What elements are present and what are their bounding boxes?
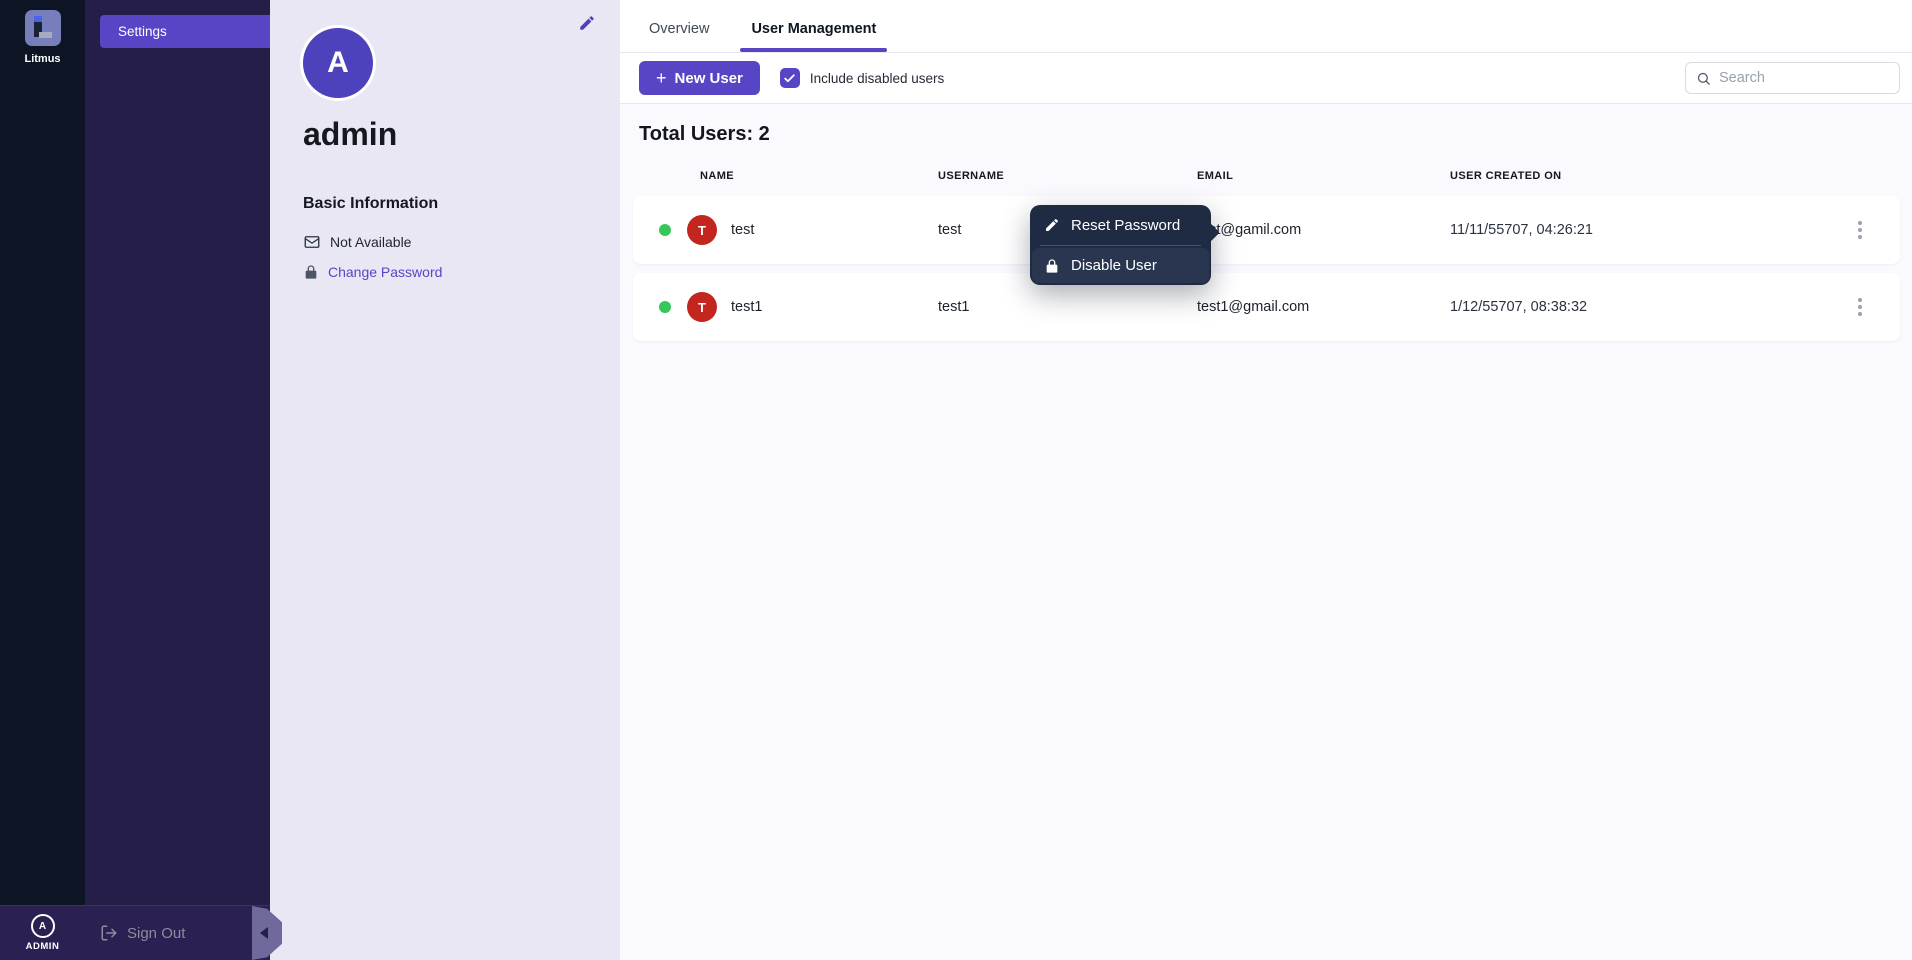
pencil-icon bbox=[580, 16, 594, 30]
user-username: test bbox=[938, 222, 962, 238]
logout-icon bbox=[101, 925, 117, 941]
user-table-section: Total Users: 2 NAME USERNAME EMAIL USER … bbox=[620, 104, 1912, 960]
search-input[interactable] bbox=[1719, 70, 1889, 86]
include-disabled-label: Include disabled users bbox=[809, 70, 945, 86]
profile-avatar: A bbox=[303, 28, 373, 98]
sidebar-footer: A ADMIN Sign Out bbox=[0, 905, 270, 960]
user-name: test bbox=[731, 222, 755, 238]
litmus-logo[interactable]: Litmus bbox=[24, 10, 61, 65]
mail-icon bbox=[304, 236, 320, 248]
row-actions-menu-button[interactable] bbox=[1852, 215, 1868, 245]
brand-name: Litmus bbox=[24, 53, 61, 65]
search-box bbox=[1685, 62, 1900, 94]
user-name-cell: T test bbox=[633, 215, 938, 245]
header-email: EMAIL bbox=[1197, 170, 1234, 182]
status-active-dot bbox=[659, 224, 671, 236]
sidebar-item-label: Settings bbox=[118, 24, 167, 39]
reset-password-label: Reset Password bbox=[1071, 216, 1181, 234]
header-username: USERNAME bbox=[938, 170, 1005, 182]
disable-user-label: Disable User bbox=[1071, 257, 1157, 274]
primary-sidebar: Litmus bbox=[0, 0, 85, 905]
current-user-avatar: A bbox=[30, 914, 55, 938]
row-actions-context-menu: Reset Password Disable User bbox=[1030, 205, 1220, 285]
edit-profile-button[interactable] bbox=[578, 14, 596, 37]
new-user-label: New User bbox=[674, 69, 743, 87]
user-avatar: T bbox=[687, 292, 717, 322]
tab-overview[interactable]: Overview bbox=[649, 21, 710, 37]
context-menu-divider bbox=[1040, 245, 1201, 246]
email-status-row: Not Available bbox=[303, 233, 587, 251]
total-users-heading: Total Users: 2 bbox=[639, 123, 770, 145]
search-icon bbox=[1697, 72, 1710, 85]
settings-sidebar: Settings bbox=[85, 0, 270, 905]
basic-information-heading: Basic Information bbox=[303, 195, 439, 212]
sign-out-button[interactable]: Sign Out bbox=[100, 924, 185, 942]
sidebar-item-settings[interactable]: Settings bbox=[100, 15, 270, 48]
collapse-left-icon bbox=[260, 927, 268, 939]
change-password-row: Change Password bbox=[303, 264, 587, 280]
include-disabled-checkbox-row[interactable]: Include disabled users bbox=[779, 68, 945, 88]
user-created-on: 1/12/55707, 08:38:32 bbox=[1450, 299, 1588, 315]
email-status-text: Not Available bbox=[330, 234, 412, 250]
disable-user-menu-item[interactable]: Disable User bbox=[1032, 248, 1209, 283]
change-password-link[interactable]: Change Password bbox=[328, 264, 443, 280]
litmus-logo-icon bbox=[24, 10, 61, 46]
table-header-row: NAME USERNAME EMAIL USER CREATED ON bbox=[633, 170, 1900, 182]
sign-out-label: Sign Out bbox=[127, 924, 186, 942]
lock-icon bbox=[1046, 258, 1058, 273]
plus-icon: + bbox=[656, 68, 667, 88]
user-name: test1 bbox=[731, 299, 763, 315]
tab-user-management[interactable]: User Management bbox=[740, 21, 888, 52]
current-user-block[interactable]: A ADMIN bbox=[0, 914, 85, 952]
check-icon bbox=[784, 73, 796, 82]
tab-bar: Overview User Management bbox=[620, 0, 1912, 53]
user-created-on: 11/11/55707, 04:26:21 bbox=[1450, 222, 1593, 238]
profile-panel: A admin Basic Information Not Available … bbox=[270, 0, 620, 960]
reset-password-menu-item[interactable]: Reset Password bbox=[1030, 205, 1211, 245]
status-active-dot bbox=[659, 301, 671, 313]
profile-username: admin bbox=[303, 116, 398, 152]
lock-icon bbox=[305, 265, 317, 279]
user-username: test1 bbox=[938, 299, 970, 315]
action-bar: + New User Include disabled users bbox=[620, 53, 1912, 104]
main-area: Overview User Management + New User Incl… bbox=[620, 0, 1912, 960]
table-row: T test1 test1 test1@gmail.com 1/12/55707… bbox=[633, 273, 1900, 341]
user-email: test1@gmail.com bbox=[1197, 299, 1310, 315]
row-actions-menu-button[interactable] bbox=[1852, 292, 1868, 322]
checkbox-checked-icon[interactable] bbox=[779, 68, 800, 88]
user-name-cell: T test1 bbox=[633, 292, 938, 322]
pencil-icon bbox=[1046, 218, 1059, 231]
user-email: test@gamil.com bbox=[1197, 222, 1302, 238]
new-user-button[interactable]: + New User bbox=[639, 61, 760, 95]
current-user-label: ADMIN bbox=[25, 941, 60, 952]
header-name: NAME bbox=[700, 170, 734, 182]
user-avatar: T bbox=[687, 215, 717, 245]
header-created-on: USER CREATED ON bbox=[1450, 170, 1562, 182]
table-row: T test test test@gamil.com 11/11/55707, … bbox=[633, 196, 1900, 264]
